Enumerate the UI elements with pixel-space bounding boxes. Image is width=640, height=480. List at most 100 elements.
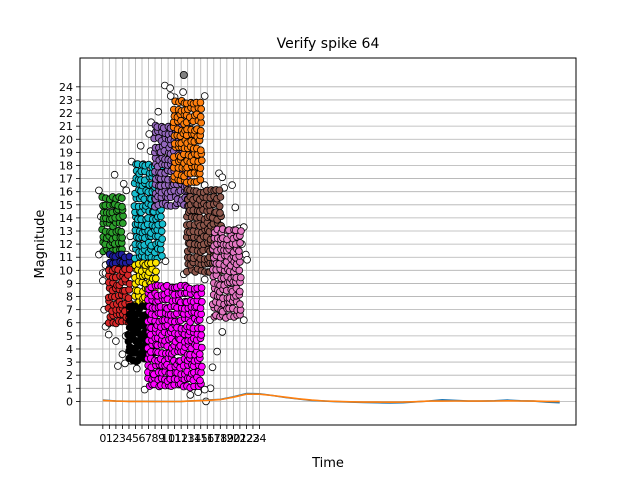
y-tick-label: 5 xyxy=(66,330,73,343)
y-tick-label: 12 xyxy=(59,238,73,251)
x-tick-label: 5 xyxy=(132,432,139,445)
cluster-point xyxy=(152,274,160,283)
y-tick-label: 23 xyxy=(59,94,73,107)
cluster-point xyxy=(216,193,225,201)
cluster-point xyxy=(158,220,167,228)
y-tick-label: 21 xyxy=(59,120,73,133)
cluster-point xyxy=(158,252,166,260)
cluster-point xyxy=(196,350,204,358)
cluster-point xyxy=(197,331,206,339)
x-tick-label: 14 xyxy=(187,432,201,445)
cluster-point xyxy=(196,164,205,172)
cluster-point xyxy=(196,112,205,121)
cluster-point xyxy=(236,239,244,247)
cluster-point xyxy=(198,343,206,352)
cluster-point xyxy=(158,235,167,243)
y-tick-label: 8 xyxy=(66,291,73,304)
outlier-point xyxy=(179,88,187,96)
outlier-point xyxy=(200,275,209,284)
y-tick-label: 10 xyxy=(59,264,73,277)
cluster-point xyxy=(152,258,160,267)
outlier-point xyxy=(121,359,129,368)
plot-frame xyxy=(79,57,577,426)
x-tick-label: 20 xyxy=(226,432,240,445)
cluster-0 xyxy=(98,193,127,256)
cluster-point xyxy=(117,227,126,236)
x-tick-label: 7 xyxy=(145,432,152,445)
cluster-point xyxy=(197,324,206,333)
outlier-point xyxy=(218,328,227,336)
y-tick-label: 11 xyxy=(59,251,73,264)
cluster-point xyxy=(196,376,204,385)
cluster-point xyxy=(198,297,206,306)
outlier-point xyxy=(240,316,248,324)
outlier-point xyxy=(200,92,209,100)
y-tick-label: 19 xyxy=(59,146,73,159)
outlier-point xyxy=(202,397,210,406)
y-tick-label: 18 xyxy=(59,159,73,172)
outlier-point xyxy=(208,363,217,372)
cluster-10 xyxy=(209,225,245,322)
marked-point xyxy=(179,71,188,80)
cluster-point xyxy=(215,186,224,195)
x-tick-label: 12 xyxy=(174,432,188,445)
x-tick-label: 3 xyxy=(119,432,126,445)
outlier-point xyxy=(95,186,103,195)
cluster-point xyxy=(198,156,206,165)
outlier-point xyxy=(126,232,135,241)
y-tick-label: 24 xyxy=(59,81,73,94)
outlier-point xyxy=(186,391,195,399)
outlier-point xyxy=(110,170,119,179)
cluster-point xyxy=(197,284,206,292)
cluster-point xyxy=(152,267,160,276)
y-tick-label: 20 xyxy=(59,133,73,146)
x-tick-label: 4 xyxy=(125,432,132,445)
y-tick-label: 7 xyxy=(66,304,73,317)
cluster-point xyxy=(118,202,126,211)
outlier-point xyxy=(166,92,175,100)
outlier-point xyxy=(213,347,221,356)
y-tick-label: 22 xyxy=(59,107,73,120)
outlier-point xyxy=(119,180,128,188)
x-tick-label: 22 xyxy=(239,432,253,445)
x-tick-label: 8 xyxy=(152,432,159,445)
cluster-8 xyxy=(169,97,206,187)
outlier-point xyxy=(136,142,145,150)
outlier-point xyxy=(243,255,251,264)
x-tick-label: 23 xyxy=(246,432,260,445)
cluster-point xyxy=(118,234,126,242)
y-tick-label: 9 xyxy=(66,277,73,290)
x-tick-label: 2 xyxy=(112,432,119,445)
cluster-point xyxy=(157,227,166,236)
cluster-markers xyxy=(98,71,245,392)
x-axis-label: Time xyxy=(311,456,344,471)
x-tick-label: 21 xyxy=(233,432,247,445)
cluster-point xyxy=(197,105,206,113)
cluster-point xyxy=(236,287,244,296)
y-tick-label: 6 xyxy=(66,317,73,330)
y-tick-label: 1 xyxy=(66,382,73,395)
x-tick-label: 1 xyxy=(106,432,113,445)
outlier-point xyxy=(200,385,209,394)
outlier-point xyxy=(118,350,127,359)
cluster-point xyxy=(236,300,244,308)
x-tick-label: 10 xyxy=(161,432,175,445)
y-tick-label: 4 xyxy=(66,343,73,356)
y-tick-label: 15 xyxy=(59,199,73,212)
cluster-point xyxy=(196,176,205,184)
outlier-point xyxy=(218,173,227,182)
outlier-point xyxy=(112,337,120,345)
series-line-1 xyxy=(102,393,560,404)
outlier-point xyxy=(166,84,174,92)
y-tick-label: 13 xyxy=(59,225,73,238)
cluster-point xyxy=(196,98,205,107)
x-tick-label: 13 xyxy=(181,432,195,445)
y-axis-label: Magnitude xyxy=(33,210,48,279)
y-tick-label: 14 xyxy=(59,212,73,225)
x-tick-label: 19 xyxy=(220,432,234,445)
cluster-point xyxy=(216,209,224,217)
x-tick-label: 11 xyxy=(168,432,182,445)
y-tick-label: 3 xyxy=(66,356,73,369)
